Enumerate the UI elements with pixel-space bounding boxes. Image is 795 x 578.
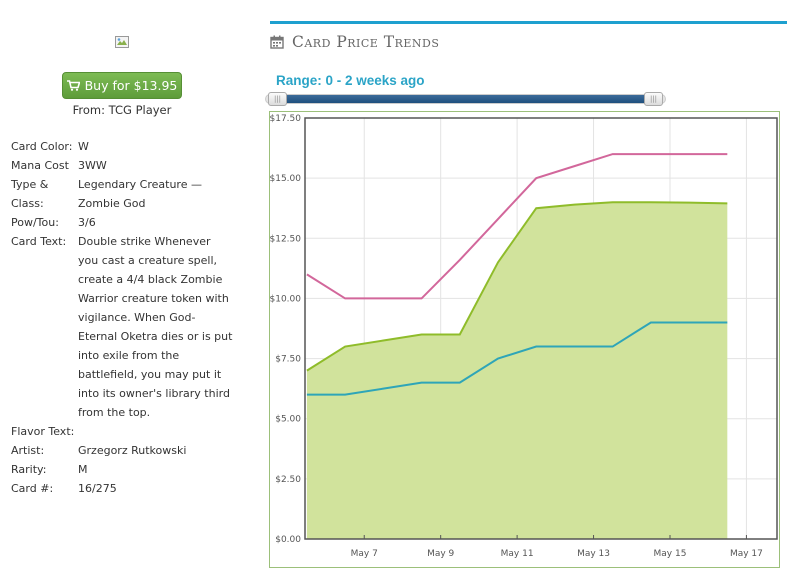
buy-button-label: Buy for $13.95 [84, 78, 178, 93]
calendar-icon [270, 35, 284, 49]
buy-button[interactable]: Buy for $13.95 [62, 72, 182, 99]
plot-border [304, 117, 778, 540]
detail-value: Legendary Creature — Zombie God [78, 178, 202, 210]
x-tick-label: May 15 [654, 549, 687, 559]
x-tick-label: May 17 [730, 549, 763, 559]
x-tick-label: May 7 [351, 549, 378, 559]
detail-row-rarity: Rarity: M [11, 460, 233, 479]
detail-label: Artist: [11, 444, 45, 457]
y-tick-label: $5.00 [275, 415, 301, 425]
y-tick-label: $10.00 [270, 294, 302, 304]
series-line [306, 153, 728, 300]
detail-row-card-text: Card Text: Double strike Whenever you cas… [11, 232, 233, 422]
y-tick-label: $12.50 [270, 234, 302, 244]
detail-value: W [78, 140, 89, 153]
detail-label: Card Color: [11, 140, 73, 153]
y-tick-label: $17.50 [270, 114, 302, 124]
series-line [306, 321, 728, 396]
detail-label: Card Text: [11, 235, 67, 248]
slider-handle-min[interactable]: ||| [268, 92, 287, 106]
detail-label: Rarity: [11, 463, 47, 476]
range-slider[interactable]: ||| ||| [265, 92, 666, 106]
detail-label: Mana Cost [11, 159, 69, 172]
slider-handle-max[interactable]: ||| [644, 92, 663, 106]
y-tick-label: $0.00 [275, 535, 301, 545]
broken-image-icon [115, 36, 129, 48]
detail-value: 3/6 [78, 216, 96, 229]
detail-row-color: Card Color: W [11, 137, 233, 156]
range-label: Range: 0 - 2 weeks ago [276, 73, 425, 88]
detail-row-card-number: Card #: 16/275 [11, 479, 233, 498]
price-chart: $0.00 $2.50 $5.00 $7.50 $10.00 $12.50 $15.00 $1… [269, 111, 780, 568]
section-divider [270, 21, 787, 24]
price-source: From: TCG Player [72, 103, 172, 117]
detail-value: 3WW [78, 159, 107, 172]
slider-range-fill [277, 95, 654, 103]
detail-label: Type & Class: [11, 178, 49, 210]
section-title: Card Price Trends [292, 33, 440, 51]
detail-value: 16/275 [78, 482, 117, 495]
detail-label: Pow/Tou: [11, 216, 59, 229]
detail-label: Card #: [11, 482, 54, 495]
x-tick-label: May 9 [427, 549, 454, 559]
detail-value: M [78, 463, 88, 476]
detail-value: Double strike Whenever you cast a creatu… [78, 235, 233, 419]
x-tick-label: May 11 [501, 549, 534, 559]
series-line [306, 201, 728, 372]
detail-label: Flavor Text: [11, 425, 75, 438]
y-tick-label: $15.00 [270, 174, 302, 184]
y-tick-label: $2.50 [275, 475, 301, 485]
card-details: Card Color: W Mana Cost 3WW Type & Class: L… [11, 137, 233, 498]
detail-value [78, 422, 233, 441]
detail-row-type: Type & Class: Legendary Creature — Zombie… [11, 175, 233, 213]
shopping-cart-icon [66, 80, 80, 91]
detail-row-pow-tou: Pow/Tou: 3/6 [11, 213, 233, 232]
detail-row-mana-cost: Mana Cost 3WW [11, 156, 233, 175]
detail-value: Grzegorz Rutkowski [78, 444, 187, 457]
y-tick-label: $7.50 [275, 355, 301, 365]
series-area [306, 202, 728, 539]
x-tick-label: May 13 [577, 549, 610, 559]
detail-row-flavor-text: Flavor Text: [11, 422, 233, 441]
detail-row-artist: Artist: Grzegorz Rutkowski [11, 441, 233, 460]
